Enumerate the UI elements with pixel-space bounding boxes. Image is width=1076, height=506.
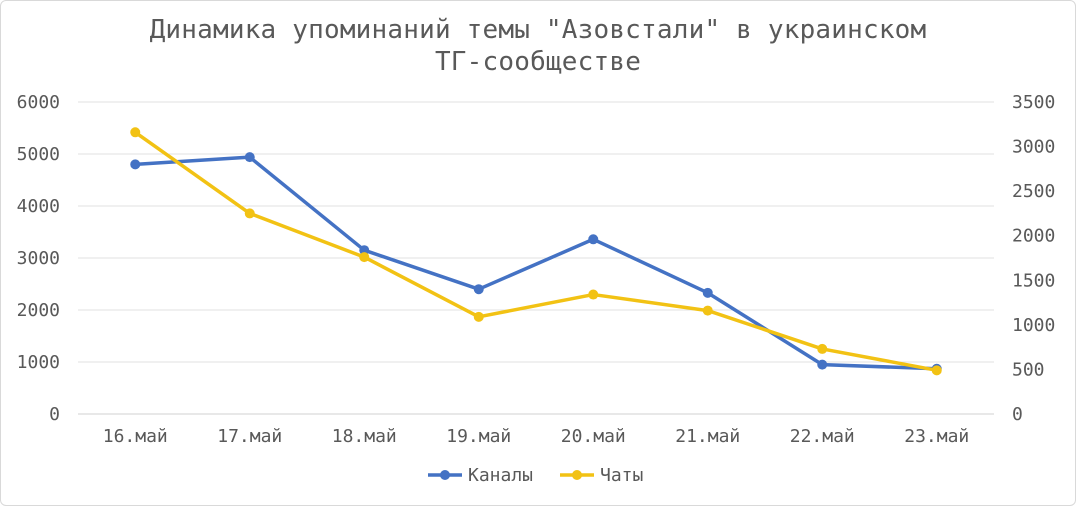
y-right-tick-label: 1000 bbox=[1012, 315, 1055, 336]
y-left-tick-label: 6000 bbox=[17, 92, 60, 113]
data-point-Чаты bbox=[817, 343, 828, 354]
data-point-Чаты bbox=[473, 311, 484, 322]
data-point-Чаты bbox=[931, 365, 942, 376]
chart-title-line-2: ТГ-сообществе bbox=[434, 47, 642, 77]
chart-title-line-1: Динамика упоминаний темы "Азовстали" в у… bbox=[149, 15, 927, 45]
x-tick-label: 16.май bbox=[103, 426, 168, 447]
data-point-Каналы bbox=[817, 359, 828, 370]
x-tick-label: 19.май bbox=[446, 426, 511, 447]
legend-label: Чаты bbox=[600, 465, 643, 486]
y-right-tick-label: 0 bbox=[1012, 404, 1023, 425]
x-tick-label: 18.май bbox=[332, 426, 397, 447]
legend-marker-Чаты bbox=[572, 470, 582, 480]
series-line-Каналы bbox=[133, 155, 939, 371]
data-point-Чаты bbox=[702, 305, 713, 316]
data-point-Каналы bbox=[359, 245, 370, 256]
x-tick-label: 21.май bbox=[675, 426, 740, 447]
x-tick-label: 20.май bbox=[561, 426, 626, 447]
y-right-tick-label: 2000 bbox=[1012, 226, 1055, 247]
data-point-Каналы bbox=[588, 234, 599, 245]
y-right-tick-label: 1500 bbox=[1012, 270, 1055, 291]
y-left-tick-label: 4000 bbox=[17, 196, 60, 217]
data-point-Каналы bbox=[473, 284, 484, 295]
y-left-tick-label: 3000 bbox=[17, 248, 60, 269]
legend-label: Каналы bbox=[468, 465, 533, 486]
chart-title: Динамика упоминаний темы "Азовстали" в у… bbox=[0, 14, 1076, 78]
y-right-tick-label: 3000 bbox=[1012, 137, 1055, 158]
data-point-Чаты bbox=[359, 252, 370, 263]
series-line-Чаты bbox=[133, 130, 939, 373]
y-right-tick-label: 2500 bbox=[1012, 181, 1055, 202]
data-point-Чаты bbox=[588, 289, 599, 300]
data-point-Каналы bbox=[244, 152, 255, 163]
y-left-tick-label: 1000 bbox=[17, 352, 60, 373]
legend-marker-Каналы bbox=[440, 470, 450, 480]
y-left-tick-label: 0 bbox=[49, 404, 60, 425]
y-left-tick-label: 2000 bbox=[17, 300, 60, 321]
data-point-Каналы bbox=[702, 287, 713, 298]
x-tick-label: 23.май bbox=[904, 426, 969, 447]
y-left-tick-label: 5000 bbox=[17, 144, 60, 165]
y-right-tick-label: 500 bbox=[1012, 359, 1045, 380]
data-point-Каналы bbox=[130, 159, 141, 170]
data-point-Чаты bbox=[130, 127, 141, 138]
y-right-tick-label: 3500 bbox=[1012, 92, 1055, 113]
x-tick-label: 22.май bbox=[790, 426, 855, 447]
data-point-Чаты bbox=[244, 208, 255, 219]
x-tick-label: 17.май bbox=[217, 426, 282, 447]
